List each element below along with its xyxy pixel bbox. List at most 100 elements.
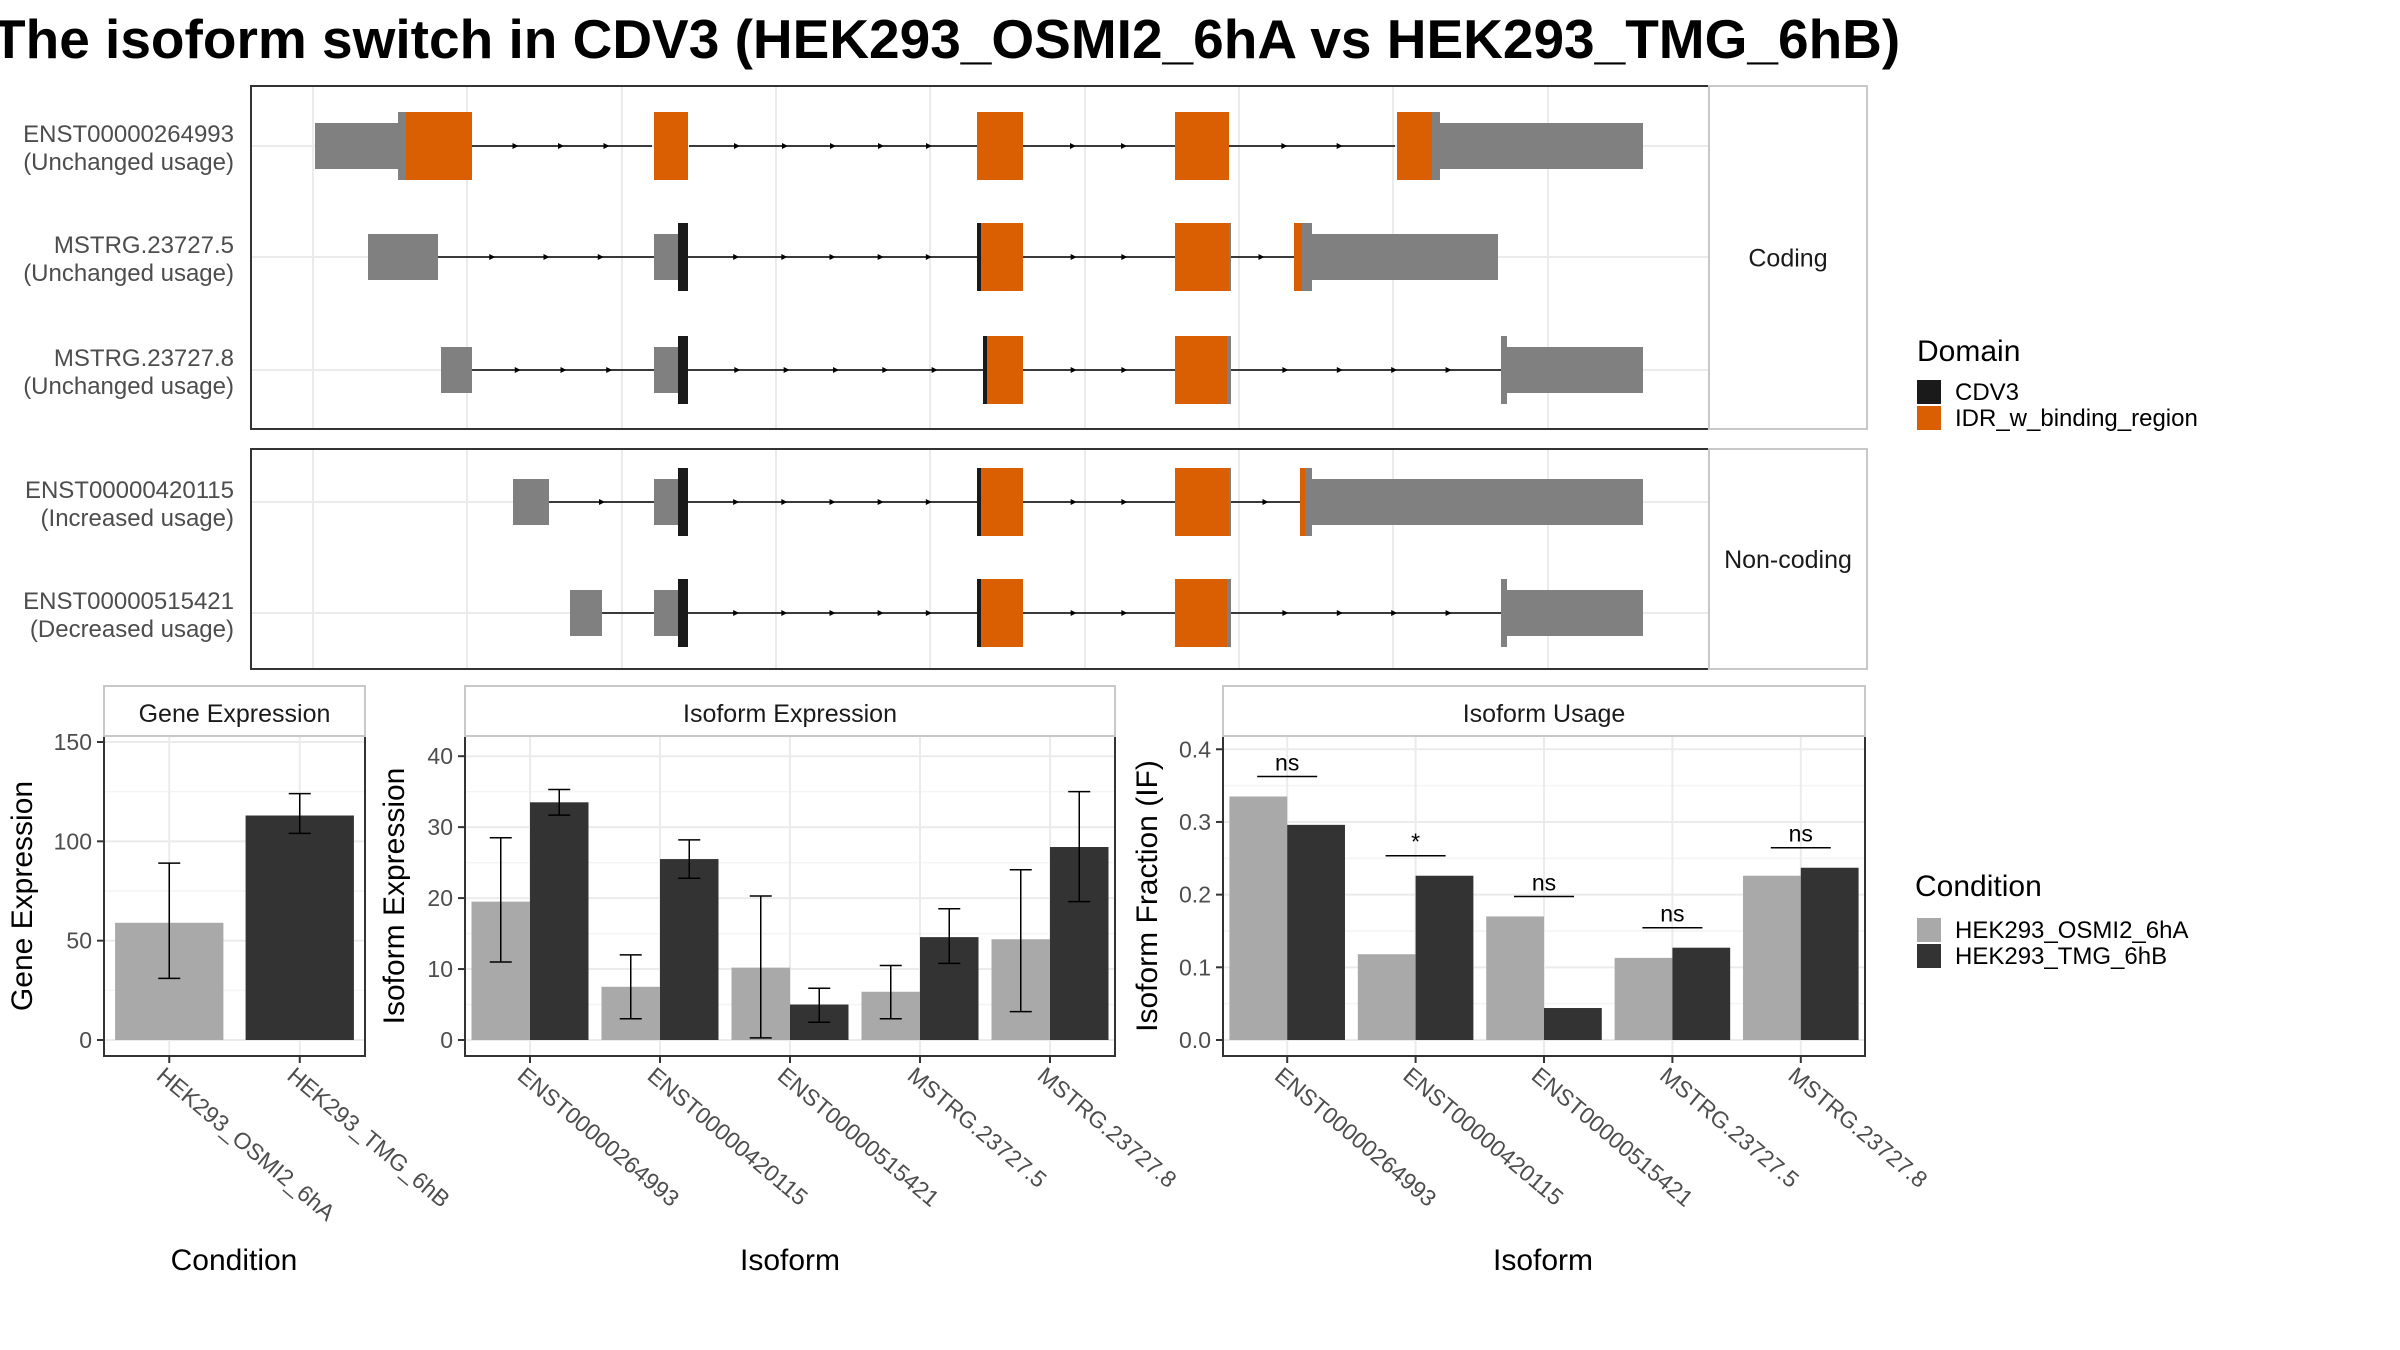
idr-domain-block (1175, 579, 1227, 647)
transcript-usage-label: (Unchanged usage) (23, 149, 234, 176)
utr-block (1501, 579, 1507, 647)
idr-domain-block (981, 579, 1023, 647)
idr-domain-block (406, 112, 472, 180)
utr-block (1229, 468, 1231, 536)
domain-legend-label: CDV3 (1955, 379, 2019, 406)
intron-arrow (597, 254, 604, 260)
x-axis-title: Condition (171, 1244, 298, 1277)
condition-legend: Condition HEK293_OSMI2_6hA HEK293_TMG_6h… (1915, 870, 2188, 970)
intron-arrow (514, 367, 521, 373)
cdv3-domain-block (678, 223, 688, 291)
cdv3-domain-block (977, 579, 981, 647)
transcript-usage-label: (Unchanged usage) (23, 260, 234, 287)
y-tick-label: 100 (54, 828, 92, 854)
condition-legend-swatch-a (1917, 918, 1941, 942)
intron-arrow (877, 499, 884, 505)
intron-arrow (1445, 610, 1452, 616)
intron-arrow (734, 143, 740, 149)
facet-strip-label: Coding (1748, 245, 1827, 273)
y-tick-label: 40 (427, 743, 453, 769)
intron-arrow (1070, 143, 1076, 149)
intron-arrow (1281, 143, 1288, 149)
intron-arrow (1121, 499, 1128, 505)
transcript-structure-panel: ENST00000264993(Unchanged usage)MSTRG.23… (23, 85, 1868, 670)
utr-block (1312, 234, 1498, 280)
y-tick-label: 50 (66, 928, 92, 954)
condition-legend-swatch-b (1917, 944, 1941, 968)
intron-arrow (1282, 610, 1289, 616)
intron-arrow (781, 610, 788, 616)
intron-arrow (829, 610, 836, 616)
intron-arrow (1336, 610, 1343, 616)
y-tick-label: 0 (440, 1027, 453, 1053)
bar (1415, 875, 1474, 1040)
transcript-row (441, 336, 1643, 404)
y-tick-label: 0 (79, 1027, 92, 1053)
idr-domain-block (981, 223, 1023, 291)
idr-domain-block (1294, 223, 1302, 291)
idr-domain-block (1175, 223, 1229, 291)
x-axis-title: Isoform (1493, 1244, 1593, 1277)
intron-arrow (489, 254, 496, 260)
cdv3-domain-block (678, 468, 688, 536)
utr-block (654, 234, 678, 280)
transcript-id-label: ENST00000264993 (23, 121, 234, 148)
bar (1614, 957, 1673, 1040)
significance-label: ns (1660, 901, 1684, 927)
condition-legend-label: HEK293_OSMI2_6hA (1955, 917, 2188, 944)
figure-title: The isoform switch in CDV3 (HEK293_OSMI2… (0, 8, 1900, 70)
y-tick-label: 150 (54, 729, 92, 755)
bar (245, 815, 354, 1040)
intron-arrow (931, 367, 938, 373)
utr-block (1302, 223, 1312, 291)
transcript-row (315, 112, 1643, 180)
utr-block (1227, 336, 1231, 404)
intron-arrow (1391, 610, 1398, 616)
intron-arrow (882, 367, 889, 373)
domain-legend: Domain CDV3 IDR_w_binding_region (1917, 335, 2198, 432)
panel-strip (103, 685, 366, 737)
idr-domain-block (1175, 112, 1229, 180)
idr-domain-block (1175, 468, 1229, 536)
significance-label: * (1411, 829, 1420, 855)
transcript-id-label: ENST00000515421 (23, 588, 234, 615)
domain-legend-swatch-idr (1917, 406, 1941, 430)
utr-block (513, 479, 549, 525)
intron-arrow (734, 367, 741, 373)
cdv3-domain-block (983, 336, 987, 404)
idr-domain-block (1175, 336, 1227, 404)
utr-block (398, 112, 406, 180)
intron-arrow (783, 367, 790, 373)
bar (1800, 867, 1859, 1040)
intron-arrow (1336, 143, 1343, 149)
transcript-facet: ENST00000264993(Unchanged usage)MSTRG.23… (23, 85, 1868, 430)
utr-block (654, 347, 678, 393)
utr-block (570, 590, 602, 636)
y-tick-label: 20 (427, 885, 453, 911)
idr-domain-block (981, 468, 1023, 536)
utr-block (1507, 590, 1643, 636)
bar (1544, 1008, 1602, 1040)
intron-arrow (782, 143, 788, 149)
intron-arrow (925, 610, 932, 616)
intron-arrow (1262, 499, 1269, 505)
y-tick-label: 0.2 (1179, 882, 1211, 908)
cdv3-domain-block (678, 336, 688, 404)
intron-arrow (560, 367, 567, 373)
bar (1357, 954, 1416, 1040)
intron-arrow (733, 610, 740, 616)
domain-legend-label: IDR_w_binding_region (1955, 405, 2198, 432)
y-tick-label: 0.4 (1179, 736, 1211, 762)
y-tick-label: 10 (427, 956, 453, 982)
intron-arrow (878, 143, 884, 149)
y-tick-label: 0.1 (1179, 954, 1211, 980)
panel-strip (1222, 685, 1866, 737)
transcript-row (513, 468, 1643, 536)
intron-arrow (512, 143, 519, 149)
intron-arrow (833, 367, 839, 373)
panel-title: Isoform Expression (683, 700, 897, 728)
bar (660, 859, 719, 1040)
